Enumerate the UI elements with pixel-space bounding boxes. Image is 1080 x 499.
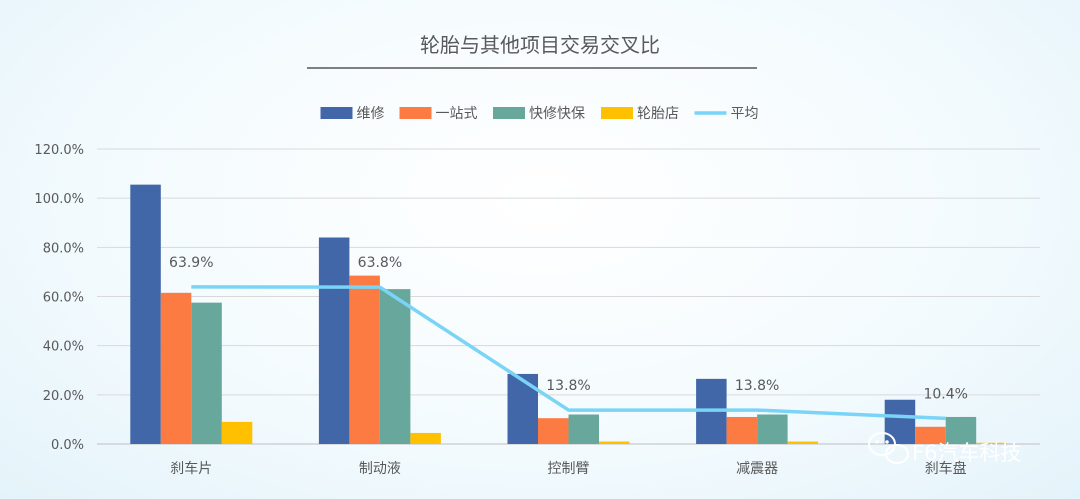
legend-label: 快修快保 bbox=[529, 106, 585, 122]
bar-控制臂-快修快保 bbox=[568, 414, 599, 444]
legend-label: 平均 bbox=[731, 106, 759, 122]
bar-制动液-维修 bbox=[318, 237, 350, 444]
y-tick-label: 20.0% bbox=[43, 389, 84, 404]
category-label: 控制臂 bbox=[548, 461, 590, 477]
bar-控制臂-轮胎店 bbox=[599, 441, 630, 444]
watermark-text: F6汽车科技 bbox=[912, 441, 1021, 465]
bar-制动液-一站式 bbox=[349, 275, 380, 444]
average-line: 63.9% 63.8% 13.8% 13.8% 10.4% bbox=[169, 255, 968, 421]
category-label: 刹车片 bbox=[170, 460, 212, 477]
legend-label: 轮胎店 bbox=[637, 106, 679, 122]
average-series-line bbox=[191, 285, 946, 421]
bar-刹车片-维修 bbox=[130, 184, 161, 445]
chart-title: 轮胎与其他项目交易交叉比 bbox=[420, 33, 660, 57]
bar-刹车盘-快修快保 bbox=[945, 416, 977, 444]
bar-控制臂-一站式 bbox=[538, 418, 569, 444]
watermark: F6汽车科技 bbox=[868, 432, 1021, 465]
y-tick-label: 80.0% bbox=[43, 241, 84, 256]
legend-label: 一站式 bbox=[436, 106, 478, 122]
legend-swatch bbox=[399, 107, 432, 119]
bar-控制臂-维修 bbox=[507, 373, 538, 444]
bar-减震器-快修快保 bbox=[757, 414, 788, 444]
y-axis-ticks: 0.0% 20.0% 40.0% 60.0% 80.0% 100.0% 120.0% bbox=[34, 143, 84, 453]
y-tick-label: 100.0% bbox=[34, 192, 84, 207]
bar-刹车片-一站式 bbox=[160, 292, 192, 444]
category-label: 制动液 bbox=[359, 461, 401, 477]
category-label: 刹车盘 bbox=[925, 460, 967, 477]
gridlines bbox=[97, 148, 1040, 445]
data-label: 63.8% bbox=[358, 255, 402, 271]
bar-刹车盘-一站式 bbox=[915, 426, 946, 444]
wechat-icon bbox=[868, 432, 909, 464]
bar-制动液-轮胎店 bbox=[410, 432, 441, 444]
bar-制动液-快修快保 bbox=[379, 289, 411, 444]
legend-swatch bbox=[320, 107, 353, 119]
bar-刹车盘-轮胎店 bbox=[976, 442, 1007, 444]
bar-减震器-轮胎店 bbox=[787, 441, 819, 444]
bar-刹车片-轮胎店 bbox=[221, 421, 253, 444]
x-axis-categories: 刹车片 制动液 控制臂 减震器 刹车盘 bbox=[170, 460, 966, 477]
bar-刹车片-快修快保 bbox=[191, 302, 222, 444]
bars bbox=[130, 184, 1007, 445]
y-tick-label: 120.0% bbox=[34, 143, 84, 158]
y-tick-label: 60.0% bbox=[43, 291, 84, 306]
bar-刹车盘-维修 bbox=[884, 399, 916, 444]
legend-swatch bbox=[493, 107, 525, 119]
data-label: 13.8% bbox=[735, 378, 779, 394]
bar-减震器-一站式 bbox=[726, 416, 758, 444]
legend-label: 维修 bbox=[357, 106, 385, 122]
legend-swatch bbox=[601, 107, 633, 119]
y-tick-label: 40.0% bbox=[43, 340, 84, 355]
legend: 维修 一站式 快修快保 轮胎店 平均 bbox=[320, 106, 759, 122]
y-tick-label: 0.0% bbox=[51, 438, 84, 453]
category-label: 减震器 bbox=[736, 461, 778, 477]
data-label: 10.4% bbox=[923, 386, 967, 402]
data-label: 13.8% bbox=[546, 378, 590, 394]
data-label: 63.9% bbox=[169, 255, 213, 271]
